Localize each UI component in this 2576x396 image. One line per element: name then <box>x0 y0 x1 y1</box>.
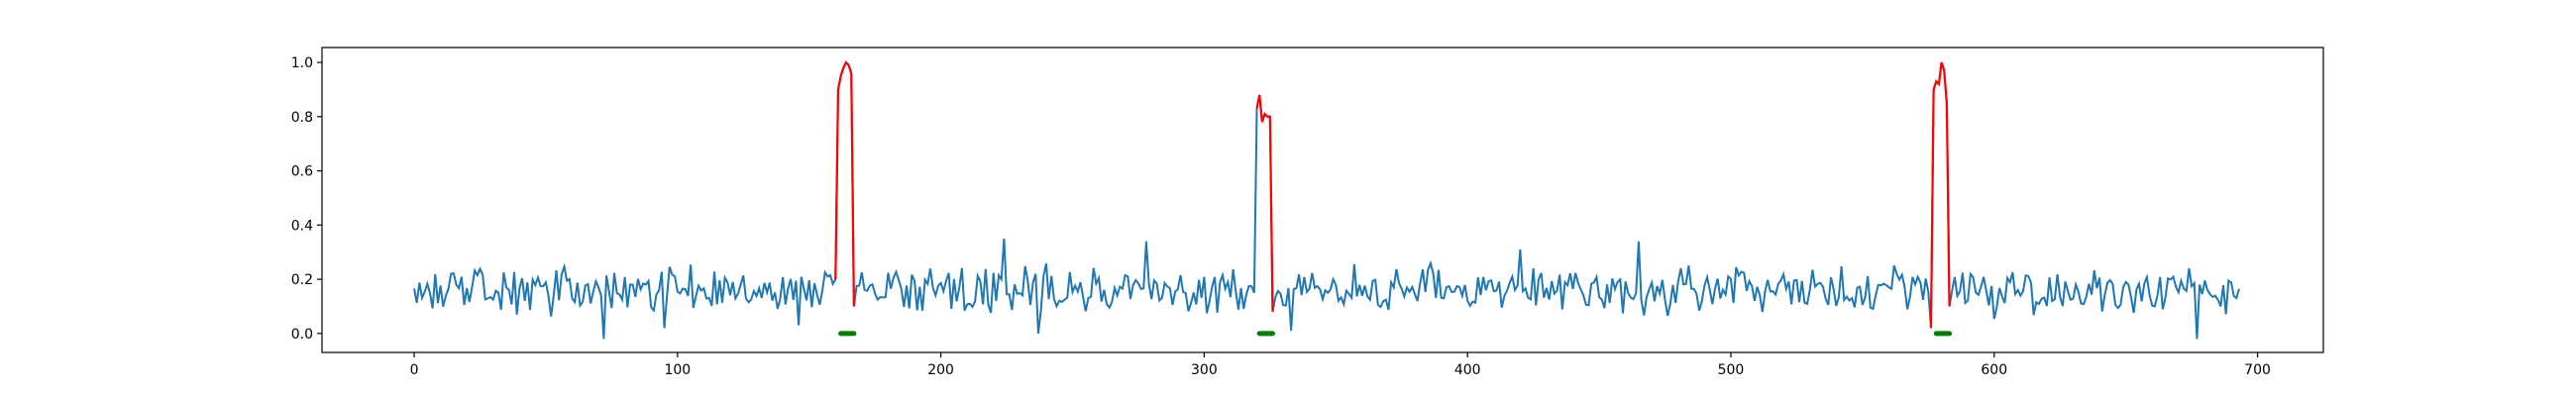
y-tick-label: 0.6 <box>291 164 313 180</box>
x-tick-label: 100 <box>664 362 691 378</box>
y-tick-label: 0.2 <box>291 272 313 288</box>
axes: 0 100 200 300 400 500 600 700 0.0 0.2 0.4 0.6 0.8 1.0 <box>291 47 2324 378</box>
y-tick-label: 1.0 <box>291 55 313 71</box>
x-tick-label: 200 <box>927 362 954 378</box>
x-tick-label: 300 <box>1191 362 1218 378</box>
x-tick-label: 400 <box>1454 362 1481 378</box>
anomaly-segment-3 <box>1929 61 1951 329</box>
x-tick-label: 500 <box>1718 362 1745 378</box>
x-tick-label: 600 <box>1981 362 2007 378</box>
y-tick-label: 0.4 <box>291 218 313 234</box>
y-tick-label: 0.8 <box>291 110 313 126</box>
anomaly-segment-1 <box>834 60 855 307</box>
axes-frame <box>321 47 2324 353</box>
x-tick-label: 700 <box>2244 362 2271 378</box>
y-tick-label: 0.0 <box>291 327 313 343</box>
plot-area <box>413 60 2240 340</box>
anomaly-segment-2 <box>1255 94 1274 312</box>
x-tick-label: 0 <box>410 362 419 378</box>
